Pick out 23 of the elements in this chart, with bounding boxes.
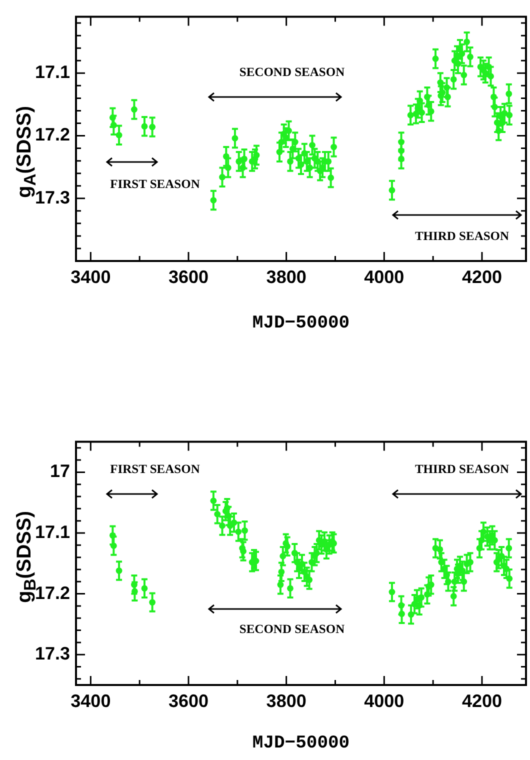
x-axis-title: MJD−50000 bbox=[252, 314, 350, 334]
y-tick-label: 17 bbox=[50, 461, 70, 482]
annotation: FIRST SEASON bbox=[110, 177, 200, 192]
y-tick-label: 17.3 bbox=[34, 644, 70, 664]
annotation: FIRST SEASON bbox=[110, 462, 200, 476]
y-tick-label: 17.1 bbox=[34, 62, 70, 82]
annotation: THIRD SEASON bbox=[414, 229, 510, 244]
annotation: THIRD SEASON bbox=[414, 462, 510, 476]
x-tick-label: 4200 bbox=[462, 266, 502, 287]
annotation: SECOND SEASON bbox=[239, 65, 345, 80]
x-tick-label: 4000 bbox=[364, 266, 404, 287]
x-tick-label: 3800 bbox=[266, 690, 306, 711]
x-tick-label: 3800 bbox=[266, 266, 306, 287]
x-tick-label: 3600 bbox=[168, 266, 209, 287]
y-tick-label: 17.2 bbox=[34, 582, 70, 603]
y-tick-label: 17.3 bbox=[34, 187, 70, 208]
annotation: SECOND SEASON bbox=[239, 622, 345, 636]
x-tick-label: 3400 bbox=[70, 690, 111, 711]
x-tick-label: 3600 bbox=[168, 690, 209, 711]
x-tick-label: 4200 bbox=[462, 690, 502, 711]
x-tick-label: 3400 bbox=[70, 266, 111, 287]
x-axis-title: MJD−50000 bbox=[252, 734, 350, 754]
x-tick-label: 4000 bbox=[364, 690, 404, 711]
